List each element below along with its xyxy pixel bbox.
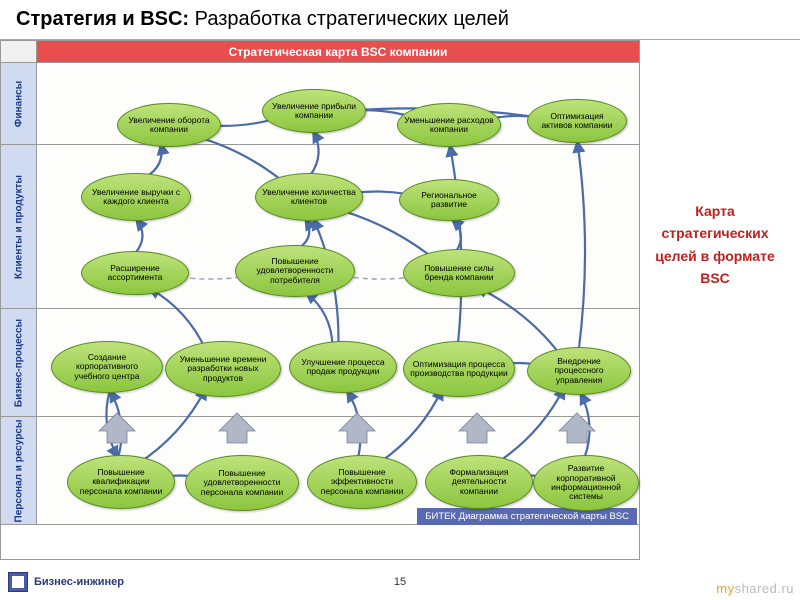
bsc-node: Создание корпоративного учебного центра	[51, 341, 163, 393]
watermark-shared: shared.ru	[735, 581, 794, 596]
chart-corner	[1, 41, 37, 63]
bsc-node: Увеличение количества клиентов	[255, 173, 363, 221]
bsc-node: Формализация деятельности компании	[425, 455, 533, 509]
footer: Бизнес-инжинер 15	[0, 568, 800, 596]
perspective-label: Финансы	[1, 63, 37, 144]
bsc-node: Улучшение процесса продаж продукции	[289, 341, 397, 393]
bsc-node: Повышение силы бренда компании	[403, 249, 515, 297]
title-rest: Разработка стратегических целей	[189, 8, 509, 30]
bsc-node: Увеличение оборота компании	[117, 103, 221, 147]
perspective-label: Бизнес-процессы	[1, 309, 37, 416]
footer-logo-icon	[8, 572, 28, 592]
bsc-chart: Стратегическая карта BSC компании Финанс…	[0, 40, 640, 560]
bsc-node: Оптимизация активов компании	[527, 99, 627, 143]
bsc-node: Увеличение прибыли компании	[262, 89, 366, 133]
side-caption: Карта стратегических целей в формате BSC	[640, 40, 790, 560]
title-prefix: Стратегия и BSC:	[16, 8, 189, 30]
bsc-node: Повышение удовлетворенности персонала ко…	[185, 455, 299, 511]
bitek-caption: БИТЕК Диаграмма стратегической карты BSC	[417, 508, 637, 525]
bsc-node: Развитие корпоративной информационной си…	[533, 455, 639, 511]
footer-page-number: 15	[394, 576, 406, 588]
watermark: myshared.ru	[716, 581, 794, 596]
chart-title: Стратегическая карта BSC компании	[37, 41, 639, 63]
bsc-node: Региональное развитие	[399, 179, 499, 221]
bsc-node: Повышение квалификации персонала компани…	[67, 455, 175, 509]
footer-app-name: Бизнес-инжинер	[34, 576, 124, 588]
bsc-node: Повышение удовлетворенности потребителя	[235, 245, 355, 297]
bsc-node: Оптимизация процесса производства продук…	[403, 341, 515, 397]
bsc-node: Увеличение выручки с каждого клиента	[81, 173, 191, 221]
bsc-node: Внедрение процессного управления	[527, 347, 631, 395]
perspective-label: Клиенты и продукты	[1, 145, 37, 308]
bsc-node: Уменьшение времени разработки новых прод…	[165, 341, 281, 397]
bsc-node: Повышение эффективности персонала компан…	[307, 455, 417, 509]
watermark-my: my	[716, 581, 734, 596]
bsc-node: Уменьшение расходов компании	[397, 103, 501, 147]
chart-header-row: Стратегическая карта BSC компании	[1, 41, 639, 63]
perspective-label: Персонал и ресурсы	[1, 417, 37, 524]
bsc-node: Расширение ассортимента	[81, 251, 189, 295]
page-title: Стратегия и BSC: Разработка стратегическ…	[0, 0, 800, 40]
main-area: Стратегическая карта BSC компании Финанс…	[0, 40, 800, 560]
